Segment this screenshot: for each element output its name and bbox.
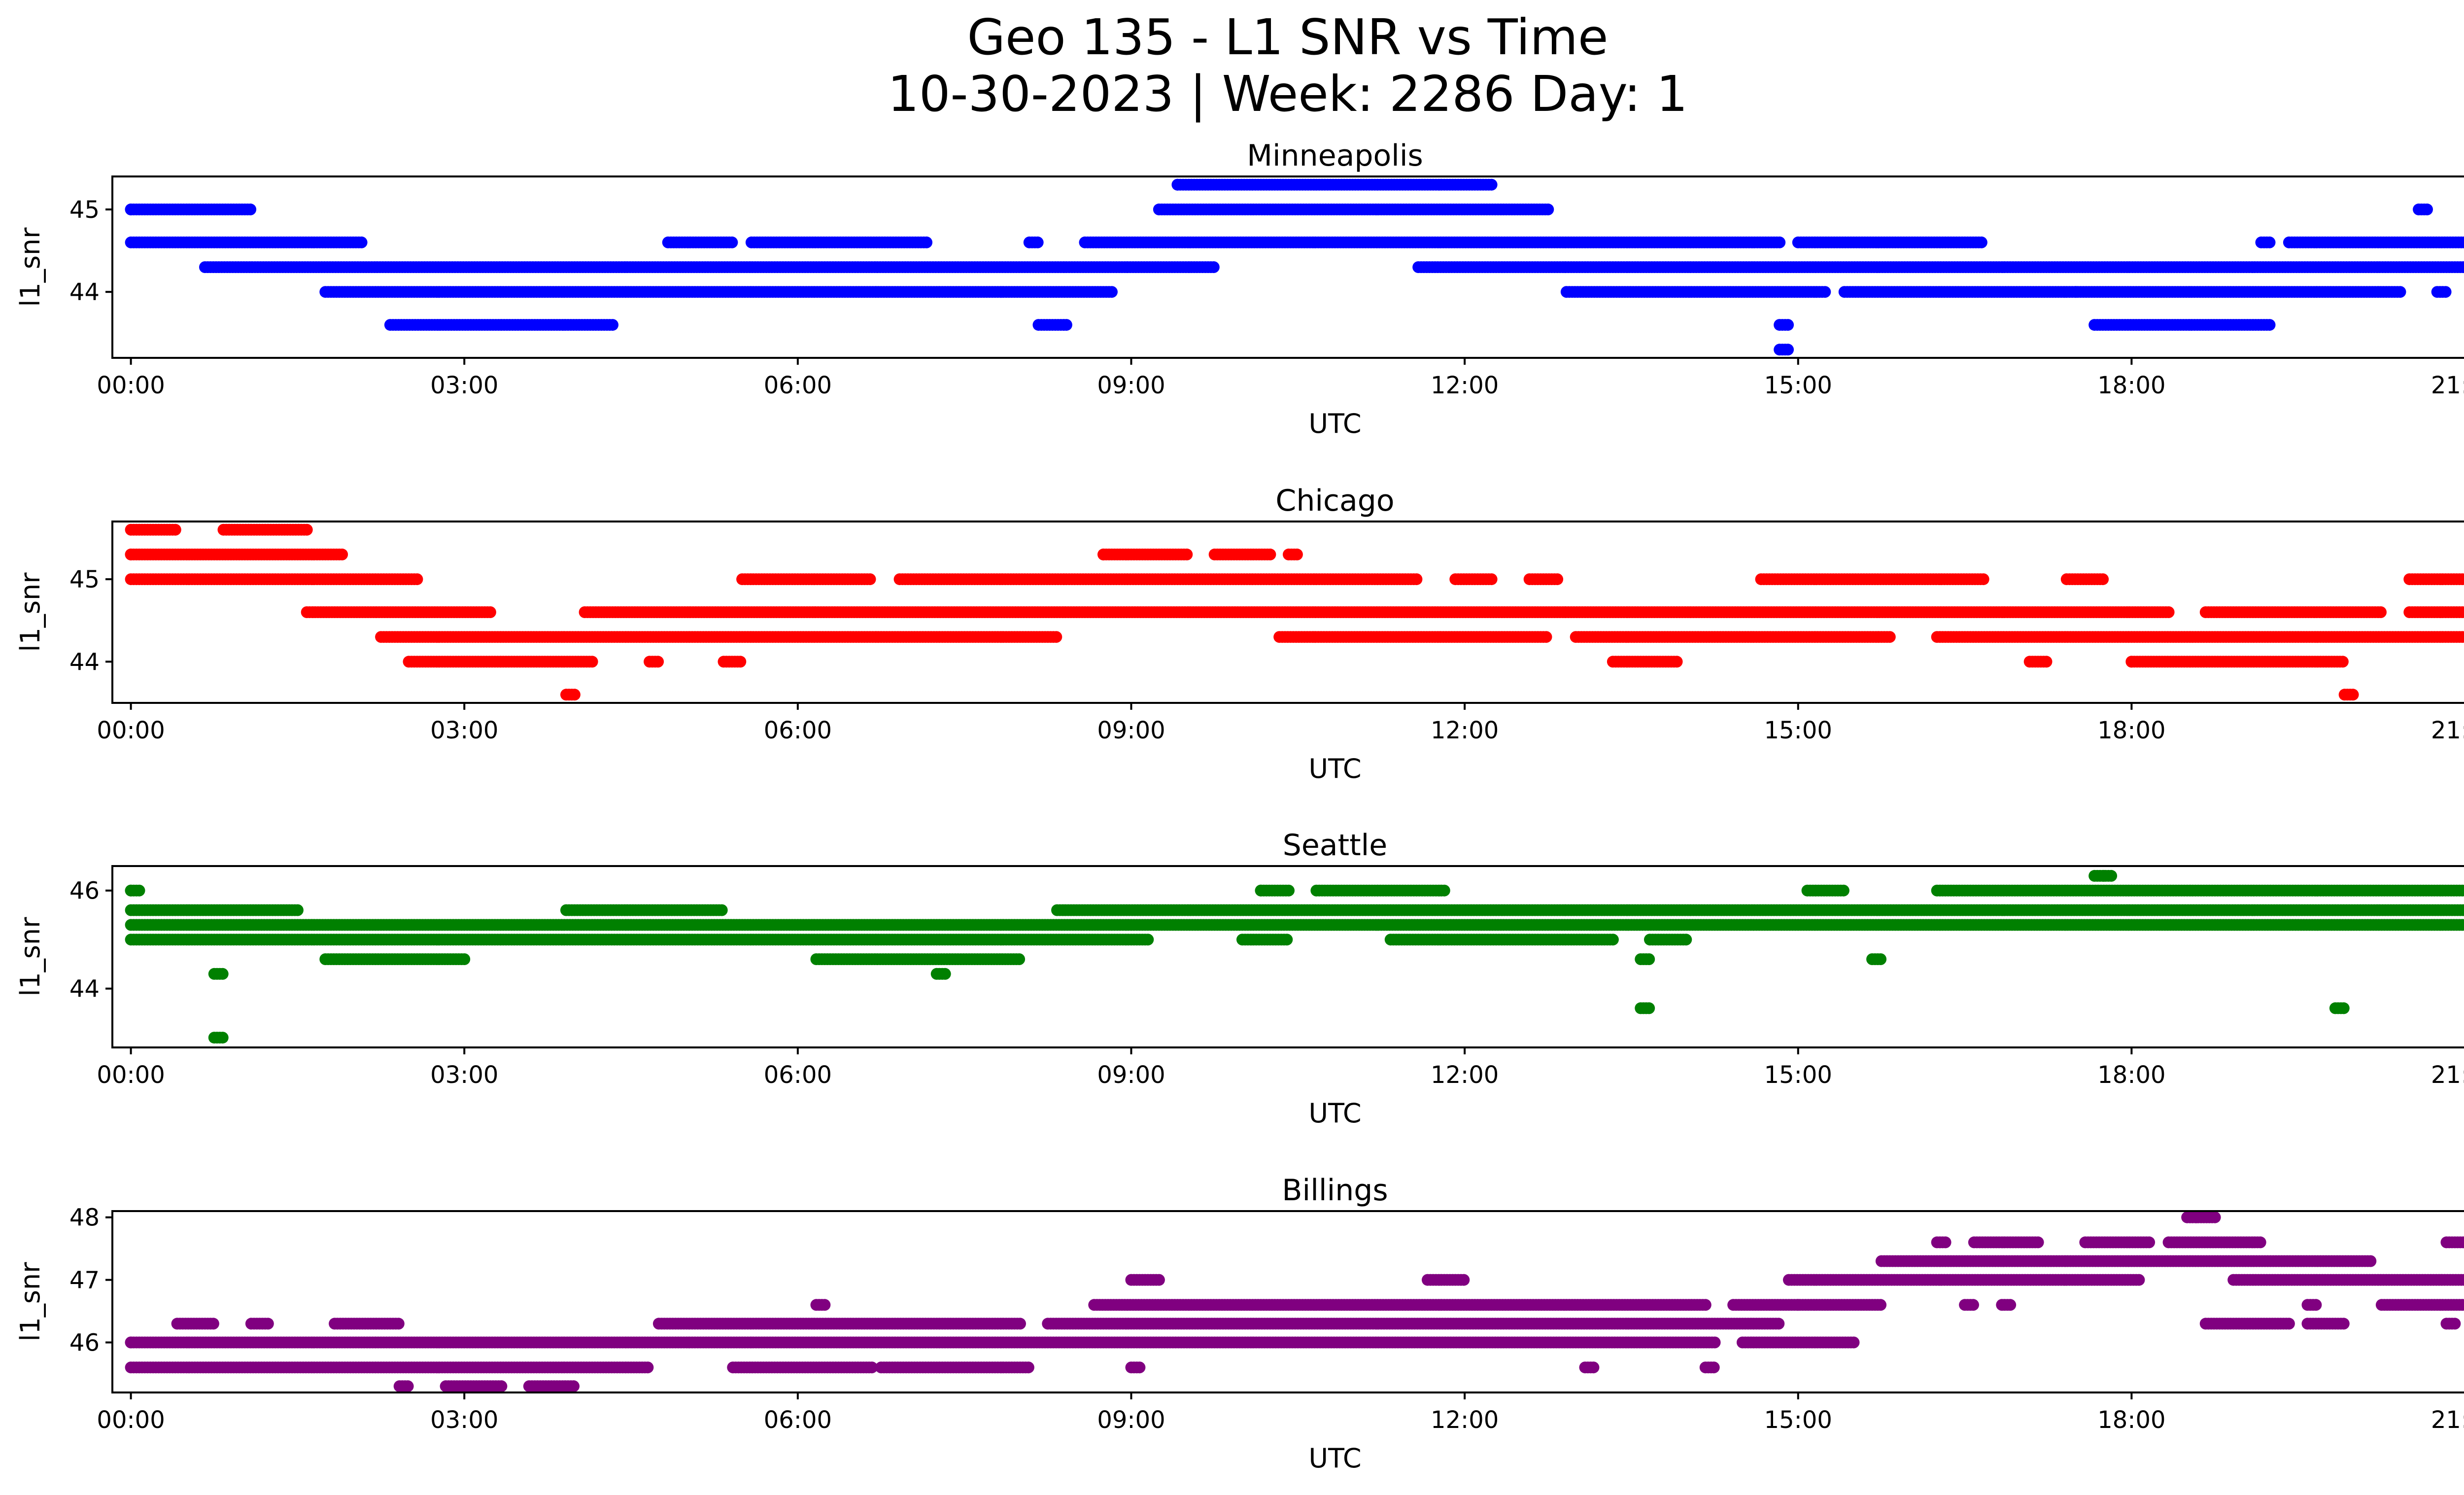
data-point [1485,573,1498,586]
data-point [1977,573,1989,586]
x-tick-label: 00:00 [97,372,165,399]
data-point [169,523,181,536]
data-point [1774,236,1786,248]
x-tick-label: 03:00 [430,372,498,399]
data-point [125,548,137,560]
x-tick-label: 09:00 [1097,372,1165,399]
data-point [411,573,423,586]
data-point [1171,178,1184,191]
data-point [586,656,598,668]
data-point [2097,573,2109,586]
data-point [864,573,876,586]
x-tick-label: 06:00 [764,717,832,744]
data-point [1975,236,1987,248]
y-tick-label: 45 [69,196,100,224]
subplot-title: Chicago [1275,484,1394,518]
data-point [484,606,496,618]
x-tick-label: 12:00 [1431,372,1499,399]
data-point [1819,286,1831,298]
data-point [1542,203,1554,215]
y-tick-label: 45 [69,566,100,593]
data-point [921,236,933,248]
data-point [1883,631,1896,643]
data-point [2040,656,2053,668]
data-point [2394,286,2406,298]
data-point [1782,344,1794,356]
subplot-chicago: Chicago 00:00 03:00 06:00 09:00 12:00 15:00 18:… [15,484,2464,784]
x-axis-label: UTC [1308,408,1361,439]
data-point [652,656,664,668]
x-tick-label: 00:00 [97,717,165,744]
subplot-title: Seattle [1283,828,1387,863]
data-point [1410,573,1423,586]
figure-title-line-1: Geo 135 - L1 SNR vs Time [967,8,1608,66]
data-point [2125,656,2138,668]
x-tick-label: 03:00 [430,717,498,744]
data-point [1291,548,1303,560]
data-point [1551,573,1564,586]
data-point [1031,236,1044,248]
x-axis-label: UTC [1308,753,1361,784]
data-point [568,689,581,701]
x-tick-label: 15:00 [1764,372,1832,399]
x-tick-label: 06:00 [764,372,832,399]
data-point [2263,236,2276,248]
x-tick-label: 18:00 [2097,717,2165,744]
data-point [125,203,137,215]
data-point [1837,884,1849,897]
data-point [2375,606,2387,618]
data-point [1782,319,1794,331]
data-point [2463,263,2464,271]
data-point [2263,319,2276,331]
y-axis-label: l1_snr [15,227,46,307]
x-tick-label: 12:00 [1431,717,1499,744]
data-point [301,523,313,536]
data-point [336,548,348,560]
data-point [734,656,747,668]
scatter-series [125,523,2464,701]
subplot-minneapolis: Minneapolis 00:00 03:00 06:00 09:00 12:00 15:0… [15,139,2464,439]
data-point [2439,286,2452,298]
data-point [1540,631,1552,643]
data-point [1438,884,1450,897]
data-point [2460,261,2464,273]
data-point [726,236,738,248]
data-point [2070,286,2082,298]
x-tick-label: 18:00 [2097,372,2165,399]
data-point [1264,548,1276,560]
data-point [355,236,368,248]
figure-title-line-2: 10-30-2023 | Week: 2286 Day: 1 [888,65,1687,123]
data-point [1106,286,1118,298]
x-tick-label: 15:00 [1764,717,1832,744]
data-point [1050,631,1062,643]
y-tick-label: 44 [69,278,100,306]
data-point [1485,178,1498,191]
data-point [1207,261,1220,273]
x-tick-label: 09:00 [1097,717,1165,744]
data-point [607,319,618,331]
subplots: Minneapolis 00:00 03:00 06:00 09:00 12:00 15:0… [15,139,2464,1474]
y-axis-label: l1_snr [15,572,46,652]
data-point [2461,237,2464,248]
x-tick-label: 21:00 [2431,372,2464,399]
data-point [2336,656,2349,668]
data-point [1097,548,1110,560]
subplot-title: Minneapolis [1247,139,1423,173]
scatter-series [125,178,2464,356]
x-tick-label: 21:00 [2431,717,2464,744]
data-point [2162,606,2175,618]
data-point [2347,689,2359,701]
data-point [1181,548,1193,560]
data-point [1060,319,1072,331]
data-point [2421,203,2433,215]
data-point [1671,656,1683,668]
y-tick-label: 44 [69,648,100,676]
data-point [1283,884,1295,897]
data-point [244,203,257,215]
plot-area-frame [111,175,2464,359]
